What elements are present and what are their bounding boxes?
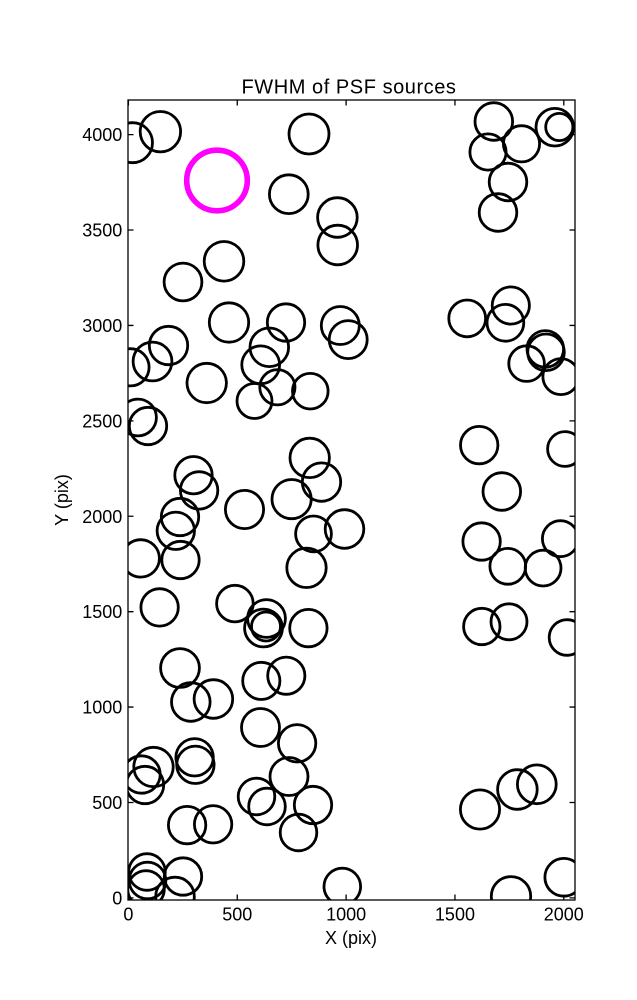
- svg-text:2500: 2500: [82, 411, 122, 431]
- svg-text:1000: 1000: [326, 905, 366, 925]
- svg-text:3500: 3500: [82, 221, 122, 241]
- svg-text:FWHM of PSF sources: FWHM of PSF sources: [242, 77, 457, 99]
- svg-text:500: 500: [222, 905, 252, 925]
- svg-text:2000: 2000: [82, 507, 122, 527]
- svg-text:3000: 3000: [82, 316, 122, 336]
- svg-text:X (pix): X (pix): [325, 928, 377, 948]
- svg-text:1500: 1500: [435, 905, 475, 925]
- svg-text:1000: 1000: [82, 698, 122, 718]
- svg-text:500: 500: [92, 793, 122, 813]
- svg-text:4000: 4000: [82, 125, 122, 145]
- svg-text:1500: 1500: [82, 602, 122, 622]
- svg-text:0: 0: [123, 905, 133, 925]
- svg-text:2000: 2000: [544, 905, 584, 925]
- svg-text:Y (pix): Y (pix): [52, 474, 72, 526]
- svg-text:0: 0: [112, 888, 122, 908]
